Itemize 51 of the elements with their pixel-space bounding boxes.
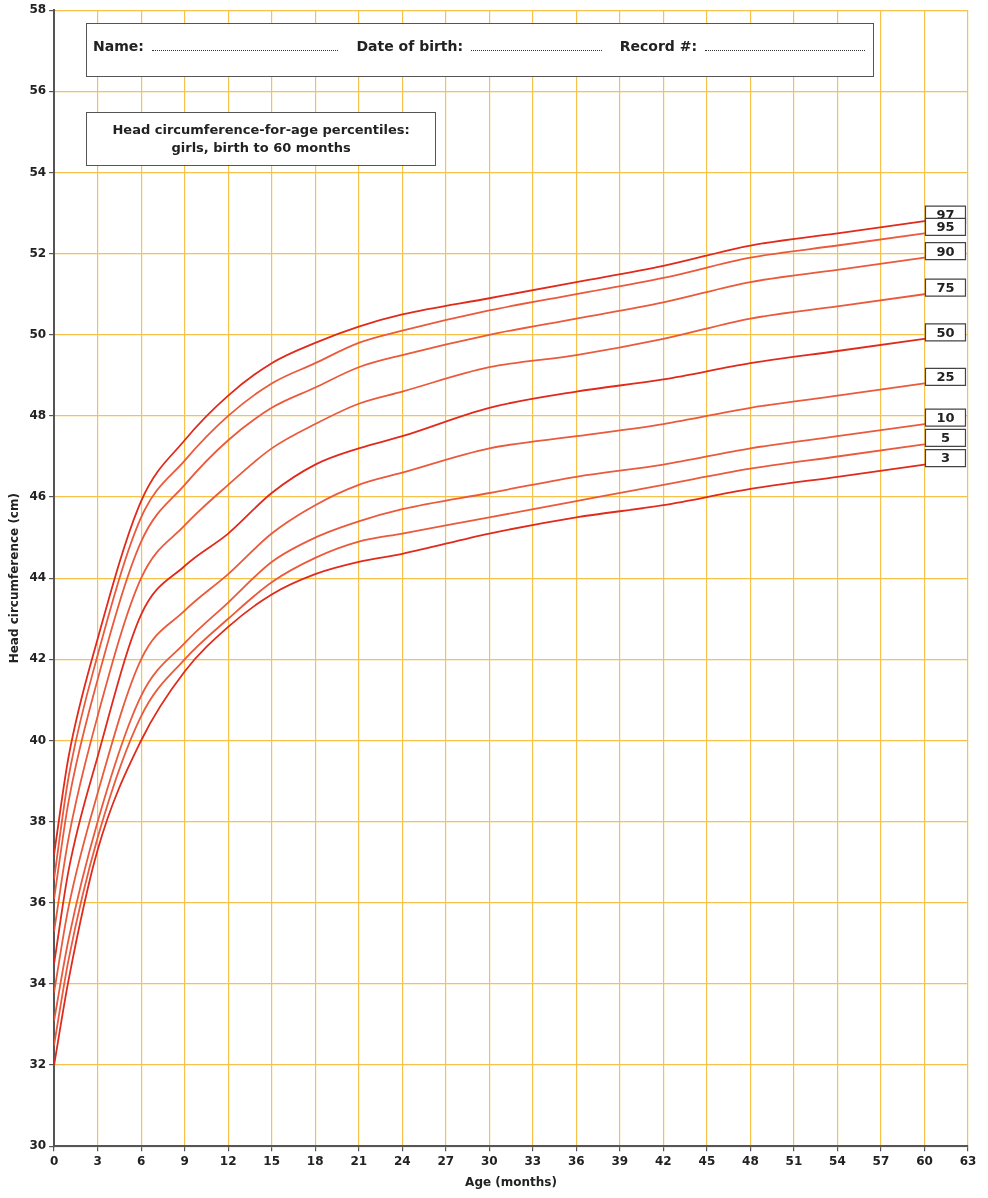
- y-tick-label: 38: [29, 813, 47, 828]
- x-tick-label: 36: [567, 1153, 585, 1168]
- y-tick-label: 50: [29, 326, 47, 341]
- y-tick-label: 52: [29, 245, 47, 260]
- y-tick-label: 56: [29, 83, 47, 98]
- x-axis-title: Age (months): [465, 1174, 557, 1189]
- x-tick-label: 54: [829, 1153, 846, 1168]
- y-tick-label: 30: [29, 1138, 47, 1153]
- x-tick-label: 51: [785, 1153, 803, 1168]
- x-tick-label: 3: [93, 1153, 102, 1168]
- x-tick-label: 12: [219, 1153, 237, 1168]
- series-label: 3: [940, 450, 950, 466]
- x-tick-label: 48: [742, 1153, 759, 1168]
- series-label: 75: [936, 280, 955, 296]
- y-tick-label: 40: [29, 732, 47, 747]
- y-tick-label: 48: [29, 408, 47, 423]
- y-tick-label: 34: [29, 976, 47, 991]
- x-tick-label: 63: [959, 1153, 977, 1168]
- x-tick-label: 42: [655, 1153, 672, 1168]
- title-box: Head circumference-for-age percentiles: girls, birth to 60 months: [86, 112, 437, 167]
- series-label: 95: [936, 219, 955, 235]
- x-tick-label: 9: [180, 1153, 189, 1168]
- x-tick-label: 60: [916, 1153, 933, 1168]
- y-tick-label: 44: [29, 570, 47, 585]
- y-tick-label: 54: [29, 164, 47, 179]
- x-tick-label: 39: [611, 1153, 629, 1168]
- x-tick-label: 33: [524, 1153, 542, 1168]
- series-label: 90: [936, 243, 955, 259]
- x-tick-label: 6: [136, 1153, 146, 1168]
- series-label: 5: [940, 430, 950, 446]
- y-tick-label: 32: [29, 1057, 47, 1072]
- series-label: 10: [936, 409, 955, 425]
- series-label: 50: [936, 324, 955, 340]
- annotation: Record #:: [619, 38, 698, 55]
- x-tick-label: 15: [263, 1153, 281, 1168]
- x-tick-label: 18: [306, 1153, 324, 1168]
- annotation: Date of birth:: [356, 38, 464, 55]
- x-tick-label: 0: [49, 1153, 59, 1168]
- x-tick-label: 27: [437, 1153, 455, 1168]
- y-tick-label: 36: [29, 894, 47, 909]
- x-tick-label: 24: [393, 1153, 411, 1168]
- x-tick-label: 57: [872, 1153, 890, 1168]
- y-tick-label: 58: [29, 2, 47, 17]
- x-tick-label: 21: [350, 1153, 368, 1168]
- series-label: 25: [936, 369, 955, 385]
- annotation: Name:: [93, 38, 144, 55]
- x-tick-label: 45: [698, 1153, 716, 1168]
- y-tick-label: 42: [29, 651, 47, 666]
- x-tick-label: 30: [480, 1153, 498, 1168]
- y-tick-label: 46: [29, 489, 47, 504]
- y-axis-title: Head circumference (cm): [7, 493, 22, 664]
